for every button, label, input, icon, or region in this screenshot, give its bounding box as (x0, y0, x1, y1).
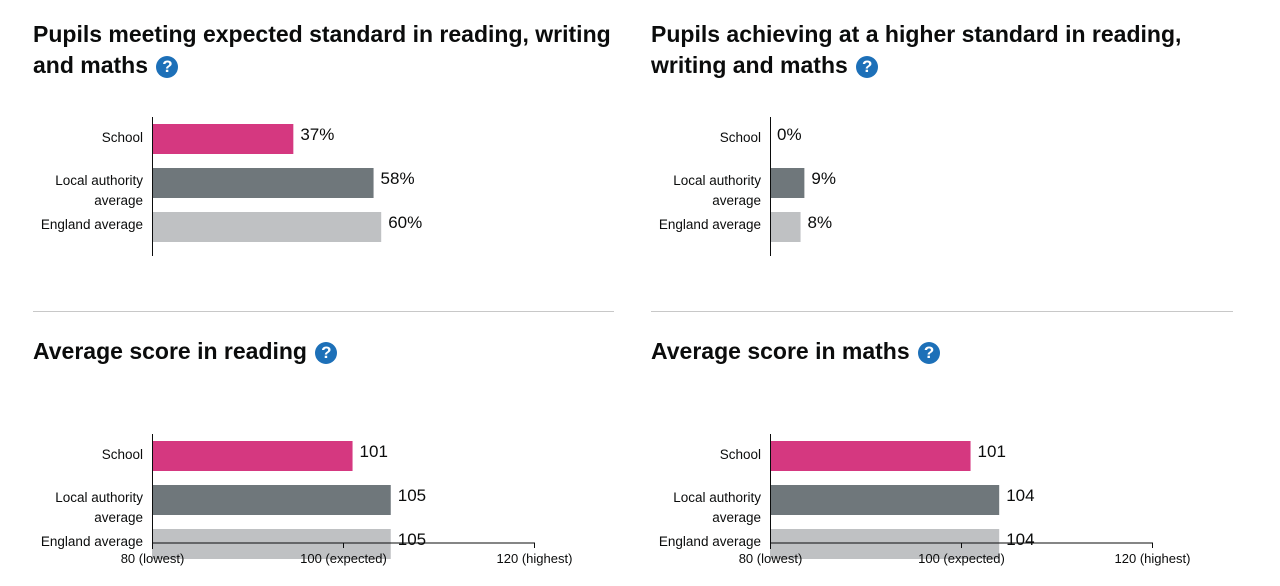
data-label: 60% (388, 213, 422, 232)
bar (152, 168, 374, 198)
chart-title: Pupils achieving at a higher standard in… (651, 19, 1233, 81)
tick-label: 80 (lowest) (739, 551, 803, 566)
bar (152, 124, 294, 154)
data-label: 101 (360, 442, 388, 461)
chart-title-text: Pupils achieving at a higher standard in… (651, 21, 1182, 78)
bar (770, 485, 1000, 515)
chart-title: Average score in maths ? (651, 336, 1233, 367)
bar (770, 441, 971, 471)
tick-label: 80 (lowest) (121, 551, 185, 566)
data-label: 104 (1006, 486, 1034, 505)
category-label: School (102, 447, 143, 462)
chart-title: Pupils meeting expected standard in read… (33, 19, 615, 81)
category-label: average (712, 193, 761, 208)
category-label: Local authority (673, 173, 761, 188)
chart-panel-higher-standard: Pupils achieving at a higher standard in… (651, 19, 1233, 279)
bar-chart: School Local authority average England aver… (659, 117, 836, 256)
bar (152, 441, 353, 471)
chart-panel-maths-score: Average score in maths ? School Local aut… (651, 336, 1233, 586)
category-label: School (720, 130, 761, 145)
category-label: Local authority (55, 173, 143, 188)
bar (770, 168, 805, 198)
data-label: 105 (398, 486, 426, 505)
category-label: England average (659, 217, 761, 232)
data-label: 37% (300, 125, 334, 144)
section-divider (33, 311, 614, 312)
category-label: average (94, 510, 143, 525)
category-label: Local authority (55, 490, 143, 505)
bar (152, 529, 391, 559)
category-label: England average (41, 534, 143, 549)
data-label: 105 (398, 530, 426, 549)
category-label: average (712, 510, 761, 525)
tick-label: 120 (highest) (497, 551, 573, 566)
data-label: 9% (811, 169, 836, 188)
data-label: 8% (808, 213, 833, 232)
section-divider (651, 311, 1233, 312)
chart-panel-expected-standard: Pupils meeting expected standard in read… (33, 19, 615, 279)
tick-label: 120 (highest) (1115, 551, 1191, 566)
bar-chart: School Local authority average England aver… (41, 117, 422, 256)
chart-title-text: Average score in maths (651, 338, 910, 364)
category-label: Local authority (673, 490, 761, 505)
category-label: School (720, 447, 761, 462)
question-mark-icon[interactable]: ? (315, 342, 338, 364)
data-label: 101 (978, 442, 1006, 461)
category-label: England average (659, 534, 761, 549)
data-label: 0% (777, 125, 802, 144)
bar (770, 212, 801, 242)
question-mark-icon[interactable]: ? (918, 342, 941, 364)
chart-title-text: Pupils meeting expected standard in read… (33, 21, 611, 78)
category-label: England average (41, 217, 143, 232)
tick-label: 100 (expected) (918, 551, 1005, 566)
category-label: average (94, 193, 143, 208)
category-label: School (102, 130, 143, 145)
bar-chart: School Local authority average England aver… (659, 434, 1191, 566)
bar (152, 212, 382, 242)
data-label: 58% (381, 169, 415, 188)
chart-title-text: Average score in reading (33, 338, 307, 364)
tick-label: 100 (expected) (300, 551, 387, 566)
question-mark-icon[interactable]: ? (156, 56, 179, 78)
bar-chart: School Local authority average England aver… (41, 434, 573, 566)
chart-title: Average score in reading ? (33, 336, 615, 367)
data-label: 104 (1006, 530, 1034, 549)
question-mark-icon[interactable]: ? (856, 56, 879, 78)
bar (152, 485, 391, 515)
chart-panel-reading-score: Average score in reading ? School Local a… (33, 336, 615, 586)
